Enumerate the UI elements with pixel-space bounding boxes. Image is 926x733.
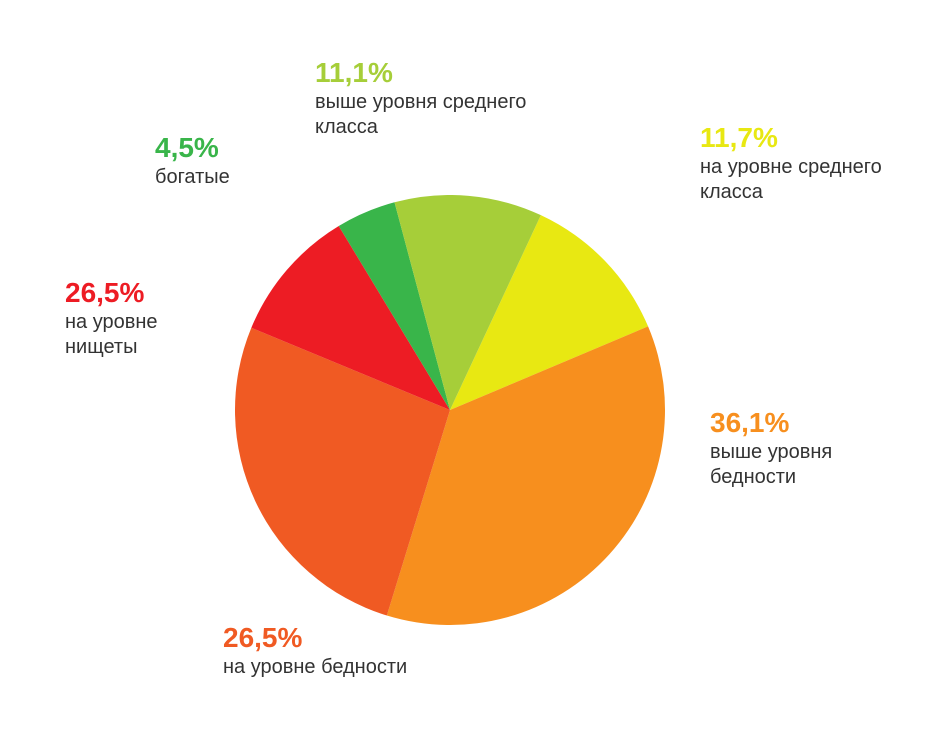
label-middle_level: 11,7%на уровне среднего класса [700, 120, 900, 205]
label-desc-above_poverty: выше уровня бедности [710, 440, 910, 490]
label-rich: 4,5%богатые [155, 130, 295, 190]
label-desc-middle_level: на уровне среднего класса [700, 155, 900, 205]
label-above_middle: 11,1%выше уровня среднего класса [315, 55, 545, 140]
label-pct-poverty_level: 26,5% [223, 620, 423, 655]
label-pct-destitution: 26,5% [65, 275, 225, 310]
label-desc-rich: богатые [155, 165, 295, 190]
label-desc-poverty_level: на уровне бедности [223, 655, 423, 680]
label-pct-above_middle: 11,1% [315, 55, 545, 90]
chart-container: 11,7%на уровне среднего класса36,1%выше … [0, 0, 926, 733]
label-pct-rich: 4,5% [155, 130, 295, 165]
label-pct-middle_level: 11,7% [700, 120, 900, 155]
label-above_poverty: 36,1%выше уровня бедности [710, 405, 910, 490]
label-desc-above_middle: выше уровня среднего класса [315, 90, 545, 140]
label-destitution: 26,5%на уровне нищеты [65, 275, 225, 360]
label-poverty_level: 26,5%на уровне бедности [223, 620, 423, 680]
label-pct-above_poverty: 36,1% [710, 405, 910, 440]
pie-chart [235, 195, 665, 625]
label-desc-destitution: на уровне нищеты [65, 310, 225, 360]
